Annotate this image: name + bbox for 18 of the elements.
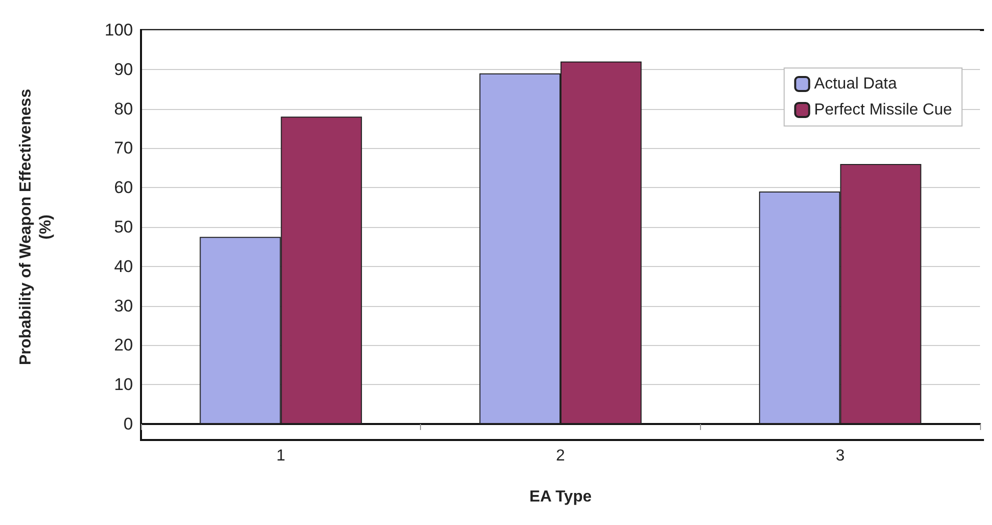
y-tick-label: 10 (114, 375, 133, 394)
legend-label: Actual Data (814, 76, 897, 92)
legend-label: Perfect Missile Cue (814, 102, 952, 118)
y-tick-label: 50 (114, 218, 133, 236)
x-axis-title: EA Type (529, 488, 592, 506)
y-tick-label: 100 (104, 20, 133, 40)
y-tick-label: 30 (114, 296, 133, 316)
y-axis-title: Probability of Weapon Effectiveness (%) (18, 88, 54, 366)
x-tick-label: 2 (556, 448, 566, 464)
y-tick-label: 70 (114, 138, 133, 158)
y-tick-label: 40 (114, 256, 133, 276)
x-tick-label: 3 (836, 448, 845, 464)
y-tick-label: 60 (114, 178, 133, 198)
y-tick-label: 80 (114, 99, 133, 118)
x-tick-label: 1 (276, 448, 286, 464)
y-tick-label: 90 (114, 60, 133, 79)
y-tick-label: 20 (114, 336, 133, 355)
y-tick-label: 0 (124, 414, 133, 434)
